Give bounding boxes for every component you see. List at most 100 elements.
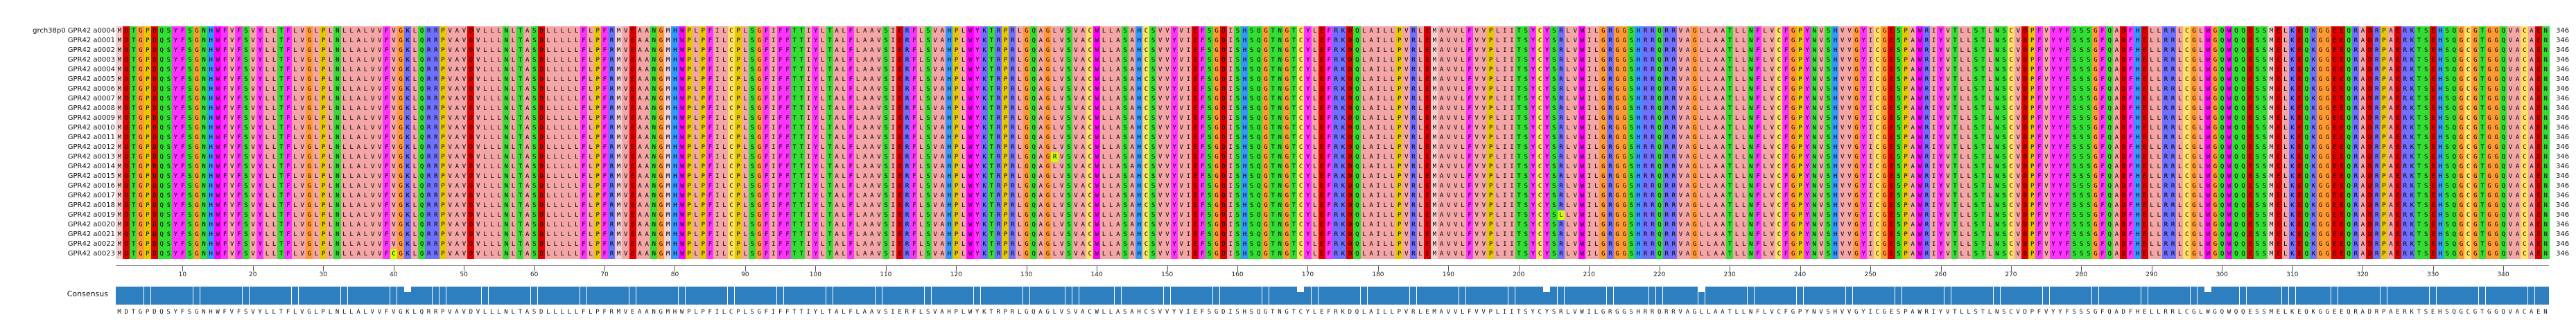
alignment-column: Q Q Q Q Q Q Q Q Q Q Q Q Q Q Q Q Q Q Q Q … (2344, 26, 2353, 259)
consensus-residue: S (750, 309, 754, 316)
conservation-bar (116, 287, 123, 305)
conservation-bar (706, 287, 713, 305)
alignment-column: V V V V V V V V V V V V V V V V V V V V … (1838, 26, 1847, 259)
conservation-bar (2049, 287, 2057, 305)
conservation-bar (1009, 287, 1016, 305)
alignment-column: T T T T T T T T T T T T T T T T T T T T … (2415, 26, 2423, 259)
conservation-bar (354, 287, 362, 305)
consensus-residue: R (2403, 309, 2407, 316)
alignment-column: L L L L L L L L L L L L L L L L L L L L … (411, 26, 419, 259)
alignment-column: F F F F F F F F F F F F F F F F F F F F … (776, 26, 785, 259)
consensus-residue: I (1376, 309, 1380, 316)
consensus-residue: R (2374, 309, 2379, 316)
sequence-length: 346 (2556, 172, 2570, 180)
conservation-bar (2127, 287, 2134, 305)
conservation-bar (833, 287, 840, 305)
conservation-bar (2415, 287, 2423, 305)
conservation-bar (193, 287, 200, 305)
conservation-bar (2534, 287, 2542, 305)
alignment-column: G G G G G G G G G G G G G G G G G G G G … (657, 26, 665, 259)
consensus-residue: C (2522, 309, 2527, 316)
alignment-column: I I I I I I I I I I I I I I I I I I I I … (1866, 26, 1874, 259)
consensus-residue: S (1235, 309, 1239, 316)
conservation-bar (1142, 287, 1149, 305)
alignment-column: N N N N N N N N N N N N N N N N N N N N … (2541, 26, 2550, 259)
consensus-residue: A (645, 309, 649, 316)
consensus-residue: T (1953, 309, 1957, 316)
conservation-bar (1416, 287, 1424, 305)
alignment-column: W W W W W W W W W W W W W W W W W W W W … (678, 26, 686, 259)
position-tick (2503, 266, 2505, 271)
consensus-residue: I (1502, 309, 1507, 316)
position-tick-label: 210 (1583, 271, 1595, 278)
conservation-bar (397, 287, 404, 305)
alignment-column: L L L L L L L L L L L L L L L L L L L L … (2155, 26, 2163, 259)
consensus-residue: E (1425, 309, 1429, 316)
consensus-residue: V (2044, 309, 2048, 316)
consensus-residue: V (377, 309, 382, 316)
consensus-residue: S (2079, 309, 2084, 316)
consensus-residue: F (384, 309, 389, 316)
consensus-residue: G (1615, 309, 1619, 316)
consensus-residue: K (982, 309, 986, 316)
alignment-column: C C C C C C C C C C C C C C C C C C C C … (2464, 26, 2472, 259)
consensus-residue: G (2494, 309, 2498, 316)
alignment-column: V V V V V V V V V V V V V V V V V V V V … (1817, 26, 1825, 259)
conservation-bar (622, 287, 629, 305)
consensus-residue: C (1088, 309, 1092, 316)
consensus-residue: A (2114, 309, 2118, 316)
conservation-bar (1135, 287, 1142, 305)
sequence-name: grch38p0 GPR42 a0004 (33, 27, 115, 35)
alignment-column: L L L L L L L L L L L L L L L L L L L L … (573, 26, 581, 259)
consensus-residue: N (504, 309, 508, 316)
position-tick-label: 340 (2497, 271, 2509, 278)
conservation-bar (130, 287, 137, 305)
alignment-column: T T T T T T T T T T T T T T T T T T T T … (130, 26, 138, 259)
conservation-bar (1662, 287, 1670, 305)
position-tick (1518, 266, 1520, 271)
alignment-column: I I I I I I I I I I I I I I I I I I I I … (1930, 26, 1938, 259)
conservation-bar (165, 287, 172, 305)
conservation-bar (749, 287, 756, 305)
conservation-bar (537, 287, 545, 305)
alignment-column: Y Y Y Y Y Y Y Y Y Y Y Y Y Y Y Y Y Y Y Y … (973, 26, 982, 259)
alignment-column: A A A A A A A A A A A A A A A A A A A A … (1079, 26, 1087, 259)
consensus-residue: M (616, 309, 621, 316)
conservation-bar (2527, 287, 2535, 305)
position-tick-label: 200 (1513, 271, 1525, 278)
sequence-length: 346 (2556, 250, 2570, 258)
alignment-column: S S S S S S S S S S S S S S S S S S S S … (2071, 26, 2078, 259)
alignment-column: F F F F F F F F F F F F F F F F F F F F … (1782, 26, 1790, 259)
consensus-residue: V (1945, 309, 1950, 316)
conservation-bar (1339, 287, 1346, 305)
conservation-bar (608, 287, 615, 305)
consensus-residue: Y (1531, 309, 1535, 316)
position-tick (885, 266, 887, 271)
alignment-column: F F F F F F F F F F F F F F F F F F F F … (1325, 26, 1333, 259)
conservation-bar (1803, 287, 1811, 305)
conservation-bar (2042, 287, 2050, 305)
conservation-bar (460, 287, 467, 305)
position-tick-label: 20 (249, 271, 257, 278)
conservation-bar (495, 287, 503, 305)
conservation-bar (1761, 287, 1768, 305)
alignment-column: P P P P P P P P P P P P P P P P P P P P … (699, 26, 707, 259)
alignment-column: E E E E E E E E E E E E E E E E E E E E … (2534, 26, 2543, 259)
alignment-column: T T T T T T T T T T T T T T T T T T T T … (516, 26, 524, 259)
alignment-column: G G G G G G G G G G G G G G G G G G G G … (2190, 26, 2198, 259)
sequence-length: 346 (2556, 85, 2570, 93)
consensus-residue: P (2030, 309, 2035, 316)
conservation-bar (2281, 287, 2289, 305)
conservation-bar (1332, 287, 1339, 305)
consensus-residue: V (1481, 309, 1486, 316)
alignment-column: R R R R R R R R R R R R R R R R R R R R … (1669, 26, 1678, 259)
alignment-column: E E E E E E E E E E E E E E E E E E E E … (2141, 26, 2149, 259)
consensus-residue: G (1692, 309, 1697, 316)
consensus-residue: V (251, 309, 255, 316)
conservation-bar (1058, 287, 1065, 305)
alignment-column: L L L L L L L L L L L L L L L L L L L L … (327, 26, 335, 259)
consensus-residue: A (940, 309, 944, 316)
conservation-bar (1979, 287, 1987, 305)
consensus-residue: Q (2220, 309, 2224, 316)
alignment-column: R R R R R R R R R R R R R R R R R R R R … (1557, 26, 1565, 259)
